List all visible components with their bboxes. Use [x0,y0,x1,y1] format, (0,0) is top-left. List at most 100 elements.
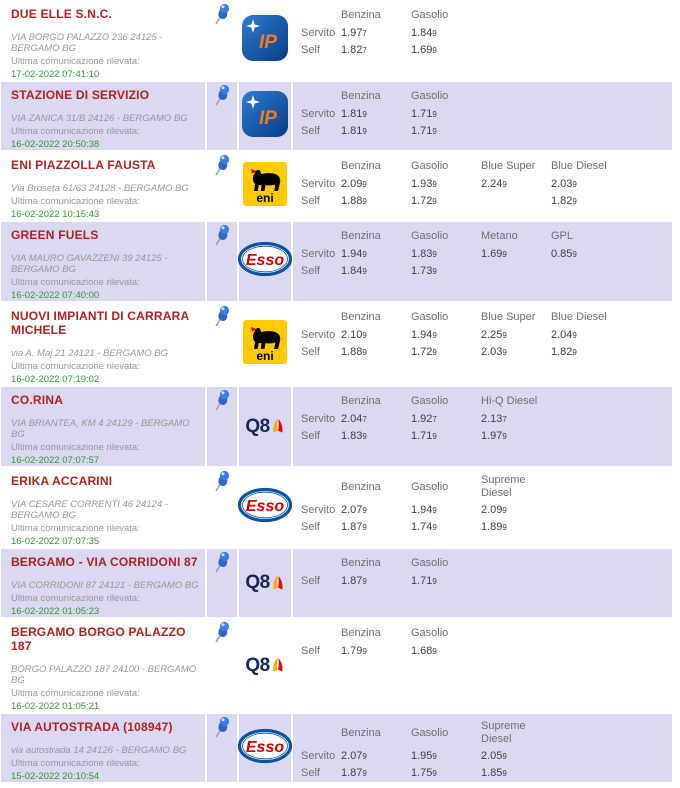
station-info: BERGAMO BORGO PALAZZO 187 BORGO PALAZZO 1… [1,619,205,712]
fuel-header: Gasolio [411,556,449,569]
fuel-header-row: Benzina Gasolio Blue Super Blue Diesel [301,157,672,175]
station-row: BERGAMO BORGO PALAZZO 187 BORGO PALAZZO 1… [1,619,672,712]
prices-table: Benzina Gasolio Metano GPL Servito 1.949 1.839… [293,222,672,301]
price-row: Servito 2.109 1.949 2.259 2.049 [301,327,672,344]
price-value: 1.839 [341,430,367,442]
service-type-label: Self [301,44,320,56]
fuel-header: Gasolio [411,626,449,639]
prices-table: Benzina Gasolio Self 1.799 1.689 [293,619,672,712]
station-name-link[interactable]: ERIKA ACCARINI [11,474,113,488]
eni-logo-text: eni [256,349,273,363]
price-value: 1.949 [341,248,367,260]
pushpin-icon[interactable] [212,551,232,579]
station-address: BORGO PALAZZO 187 24100 - BERGAMO BG [11,664,197,686]
price-value: 1.959 [411,750,437,762]
station-name-link[interactable]: STAZIONE DI SERVIZIO [11,88,150,102]
station-name-link[interactable]: VIA AUTOSTRADA (108947) [11,720,173,734]
pushpin-icon[interactable] [212,154,232,182]
price-row: Servito 2.079 1.959 2.059 [301,748,672,765]
pushpin-icon[interactable] [212,84,232,112]
station-name-link[interactable]: DUE ELLE S.N.C. [11,7,113,21]
station-row: NUOVI IMPIANTI DI CARRARA MICHELE via A. … [1,303,672,385]
station-name-link[interactable]: GREEN FUELS [11,228,99,242]
station-row: DUE ELLE S.N.C. VIA BORGO PALAZZO 236 241… [1,1,672,80]
station-address: Via Broseta 61/63 24128 - BERGAMO BG [11,183,189,194]
price-value: 1.719 [411,575,437,587]
last-update-time: 16-02-2022 07:19:02 [11,374,100,385]
service-type-label: Self [301,521,320,533]
fuel-header: Benzina [341,159,381,172]
station-name-link[interactable]: BERGAMO - VIA CORRIDONI 87 [11,555,198,569]
esso-logo-icon: Esso [237,241,293,282]
service-type-label: Self [301,575,320,587]
station-info: GREEN FUELS VIA MAURO GAVAZZENI 39 24125 … [1,222,205,301]
q8-logo-icon: Q8 [245,655,284,677]
price-value: 2.039 [551,178,577,190]
price-value: 1.849 [411,27,437,39]
station-name-link[interactable]: ENI PIAZZOLLA FAUSTA [11,158,156,172]
price-value: 1.729 [411,195,437,207]
q8-logo-icon: Q8 [245,572,284,594]
brand-logo-cell: eni [239,152,291,220]
station-info: CO.RINA VIA BRIANTEA, KM 4 24129 - BERGAM… [1,387,205,466]
pushpin-icon[interactable] [212,716,232,744]
prices-table: Benzina Gasolio Blue Super Blue Diesel Servi… [293,152,672,220]
station-address: VIA MAURO GAVAZZENI 39 24125 - BERGAMO B… [11,253,168,275]
price-value: 1.749 [411,521,437,533]
price-value: 1.719 [411,108,437,120]
pushpin-icon[interactable] [212,470,232,498]
price-row: Self 1.889 1.729 1.829 [301,193,672,210]
price-value: 2.099 [481,504,507,516]
fuel-header: Hi-Q Diesel [481,394,538,407]
fuel-header: Blue Diesel [551,310,607,323]
price-value: 1.859 [481,767,507,779]
price-value: 1.899 [481,521,507,533]
pushpin-icon[interactable] [212,305,232,333]
price-value: 1.949 [411,504,437,516]
station-name-link[interactable]: BERGAMO BORGO PALAZZO 187 [11,625,186,653]
service-type-label: Servito [301,108,336,120]
station-address: via A. Maj 21 24121 - BERGAMO BG [11,348,168,359]
fuel-header: Benzina [341,480,381,493]
station-address: VIA CESARE CORRENTI 46 24124 - BERGAMO B… [11,499,168,521]
pushpin-icon[interactable] [212,3,232,31]
brand-logo-cell: Q8 [239,619,291,712]
station-name-link[interactable]: NUOVI IMPIANTI DI CARRARA MICHELE [11,309,189,337]
station-address: VIA BORGO PALAZZO 236 24125 - BERGAMO BG [11,32,163,54]
station-info: ERIKA ACCARINI VIA CESARE CORRENTI 46 241… [1,468,205,547]
price-value: 1.729 [411,346,437,358]
station-info: BERGAMO - VIA CORRIDONI 87 VIA CORRIDONI … [1,549,205,617]
fuel-header: Metano [481,229,518,242]
service-type-label: Self [301,265,320,277]
price-row: Self 1.849 1.739 [301,263,672,280]
esso-logo-text: Esso [246,739,284,756]
pushpin-icon[interactable] [212,621,232,649]
brand-logo-cell: Q8 [239,387,291,466]
last-update-time: 16-02-2022 07:07:57 [11,455,100,466]
ip-logo-icon: IP [242,15,288,66]
eni-logo-icon: eni [243,161,287,211]
last-update-label: Ultima comunicazione rilevata: [11,126,140,137]
price-row: Servito 1.819 1.719 [301,106,672,123]
service-type-label: Self [301,430,320,442]
last-update-time: 16-02-2022 01:05:23 [11,606,100,617]
brand-logo-cell: Esso [237,714,293,782]
station-address: via autostrada 14 24126 - BERGAMO BG [11,745,187,756]
esso-logo-icon: Esso [237,487,293,528]
fuel-header-row: Benzina Gasolio Supreme Diesel [301,473,672,501]
last-update-time: 16-02-2022 07:40:00 [11,290,100,301]
pushpin-icon[interactable] [212,389,232,417]
pushpin-icon[interactable] [212,224,232,252]
fuel-header: Blue Super [481,310,536,323]
price-value: 1.719 [411,430,437,442]
service-type-label: Self [301,195,320,207]
price-value: 1.829 [551,195,577,207]
fuel-header: Benzina [341,726,381,739]
station-info: DUE ELLE S.N.C. VIA BORGO PALAZZO 236 241… [1,1,205,80]
last-update-time: 16-02-2022 01:05:21 [11,701,100,712]
pushpin-cell [207,619,237,712]
station-row: VIA AUTOSTRADA (108947) via autostrada 14… [1,714,672,782]
station-name-link[interactable]: CO.RINA [11,393,64,407]
fuel-header-row: Benzina Gasolio [301,6,672,24]
pushpin-cell [207,549,237,617]
